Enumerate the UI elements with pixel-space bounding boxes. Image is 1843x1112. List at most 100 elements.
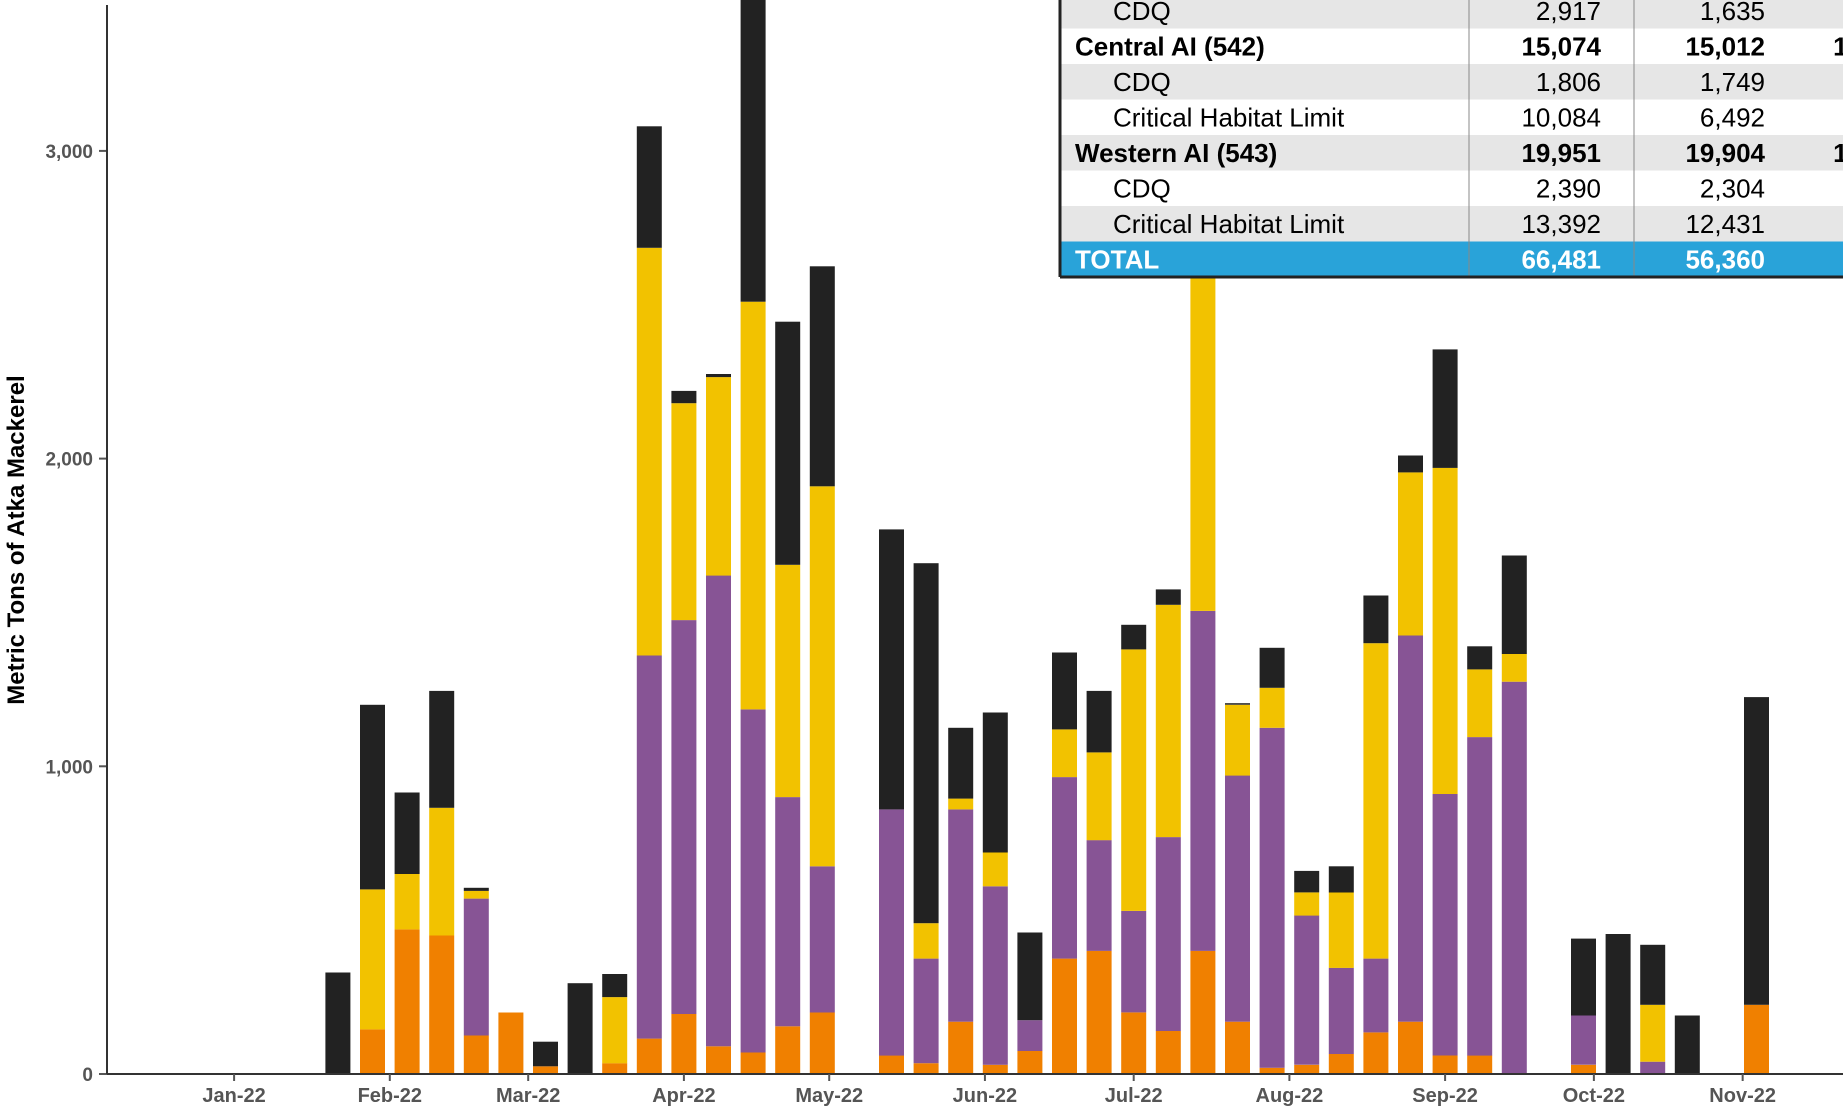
bar-segment-purple — [809, 866, 835, 1013]
bar-segment-orange — [1328, 1054, 1354, 1074]
table-cell: 10,084 — [1521, 103, 1601, 133]
bar-segment-black — [1294, 870, 1320, 893]
bar-segment-orange — [1155, 1030, 1181, 1074]
bar-segment-black — [1155, 589, 1181, 605]
bar-segment-purple — [1467, 737, 1493, 1056]
bar-segment-black — [671, 390, 697, 404]
bar-segment-purple — [1363, 958, 1389, 1033]
bar-segment-purple — [463, 898, 489, 1036]
bar-segment-orange — [463, 1035, 489, 1074]
bar-segment-orange — [636, 1038, 662, 1074]
bar-segment-orange — [1121, 1012, 1147, 1074]
bar-segment-purple — [775, 797, 801, 1027]
bars — [325, 0, 1769, 1074]
table-row — [1060, 64, 1843, 100]
bar-segment-purple — [879, 809, 904, 1056]
bar-segment-yellow — [602, 997, 628, 1064]
x-tick-label: Jan-22 — [202, 1085, 265, 1107]
bar-segment-yellow — [1259, 687, 1285, 728]
bar-segment-purple — [1121, 910, 1147, 1013]
bar-segment-purple — [706, 575, 731, 1047]
table-row-label: Critical Habitat Limit — [1113, 209, 1345, 239]
table-cell: 19,904 — [1685, 138, 1765, 168]
bar-segment-yellow — [1328, 892, 1354, 968]
bar-segment-yellow — [1501, 654, 1527, 682]
x-tick-label: Jul-22 — [1105, 1085, 1163, 1107]
bar-segment-black — [982, 712, 1008, 853]
bar-segment-purple — [948, 809, 974, 1022]
bar-segment-purple — [1086, 840, 1112, 951]
y-tick-label: 1,000 — [45, 757, 93, 778]
table-cell: 10 — [1833, 138, 1843, 168]
bar-segment-purple — [636, 655, 662, 1039]
bar-segment-black — [1121, 624, 1147, 650]
bar-segment-orange — [1398, 1021, 1423, 1074]
axes: 0 1,000 2,000 3,000 Jan-22 Feb-22 Mar-22 Apr-22… — [45, 5, 1843, 1107]
bar-segment-black — [1225, 703, 1250, 705]
bar-segment-orange — [1190, 950, 1216, 1074]
table-row-label: CDQ — [1113, 174, 1171, 204]
bar-segment-yellow — [1640, 1004, 1666, 1062]
bar-segment-orange — [775, 1026, 801, 1074]
bar-segment-orange — [706, 1046, 731, 1074]
bar-segment-yellow — [706, 377, 731, 576]
y-tick-label: 0 — [82, 1065, 93, 1086]
bar-segment-black — [1571, 938, 1596, 1016]
bar-segment-purple — [1259, 727, 1285, 1068]
bar-segment-orange — [1571, 1064, 1596, 1074]
bar-segment-black — [463, 887, 489, 891]
table-total-row — [1060, 241, 1843, 277]
bar-segment-purple — [1571, 1015, 1596, 1065]
table-cell: 15,012 — [1685, 32, 1765, 62]
bar-segment-yellow — [636, 247, 662, 656]
bar-segment-orange — [809, 1012, 835, 1074]
x-tick-label: Oct-22 — [1563, 1085, 1625, 1107]
bar-segment-orange — [429, 935, 455, 1074]
bar-segment-yellow — [1225, 704, 1250, 776]
bar-segment-orange — [1225, 1021, 1250, 1074]
bar-segment-orange — [740, 1052, 766, 1074]
x-tick-label: Jun-22 — [953, 1085, 1017, 1107]
bar-segment-orange — [948, 1021, 974, 1074]
bar-segment-yellow — [948, 798, 974, 810]
table-row — [1060, 170, 1843, 206]
bar-segment-black — [1086, 690, 1112, 753]
bar-segment-purple — [1225, 775, 1250, 1022]
bar-segment-orange — [982, 1064, 1008, 1074]
bar-segment-purple — [1501, 681, 1527, 1074]
bar-segment-black — [1052, 652, 1077, 730]
bar-segment-purple — [1190, 610, 1216, 951]
bar-segment-black — [394, 792, 420, 874]
bar-segment-black — [1259, 647, 1285, 688]
bar-segment-purple — [740, 709, 766, 1053]
bar-segment-yellow — [1086, 752, 1112, 841]
x-tick-label: Aug-22 — [1256, 1085, 1324, 1107]
bar-segment-black — [429, 690, 455, 808]
bar-segment-purple — [1052, 777, 1077, 959]
bar-segment-black — [360, 704, 385, 890]
bar-segment-black — [1640, 944, 1666, 1005]
table-cell: 2,304 — [1700, 174, 1765, 204]
table-cell: 1,806 — [1536, 67, 1601, 97]
bar-segment-black — [1744, 697, 1769, 1005]
bar-segment-black — [1605, 934, 1631, 1074]
x-tick-label: Nov-22 — [1709, 1085, 1776, 1107]
bar-segment-yellow — [1155, 604, 1181, 838]
bar-segment-orange — [1363, 1032, 1389, 1074]
bar-segment-yellow — [1432, 467, 1458, 794]
bar-segment-purple — [1640, 1061, 1666, 1074]
table-cell: 1,635 — [1700, 0, 1765, 26]
bar-segment-black — [913, 563, 939, 924]
bar-segment-orange — [533, 1066, 558, 1074]
bar-segment-black — [1467, 646, 1493, 670]
bar-segment-orange — [498, 1012, 524, 1074]
bar-segment-black — [948, 727, 974, 799]
bar-segment-orange — [913, 1063, 939, 1074]
bar-segment-purple — [1432, 794, 1458, 1056]
table-cell: 6,492 — [1700, 103, 1765, 133]
bar-segment-purple — [1017, 1020, 1043, 1051]
bar-segment-orange — [602, 1063, 628, 1074]
table-cell: 12,431 — [1685, 209, 1765, 239]
